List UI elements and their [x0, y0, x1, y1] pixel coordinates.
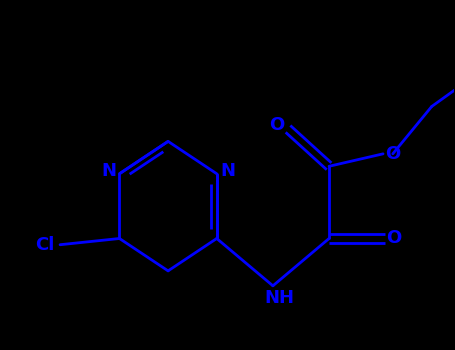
Text: Cl: Cl	[35, 236, 55, 254]
Text: N: N	[220, 162, 235, 180]
Text: O: O	[270, 116, 285, 134]
Text: O: O	[385, 145, 400, 163]
Text: NH: NH	[264, 289, 294, 307]
Text: O: O	[386, 230, 401, 247]
Text: N: N	[101, 162, 116, 180]
